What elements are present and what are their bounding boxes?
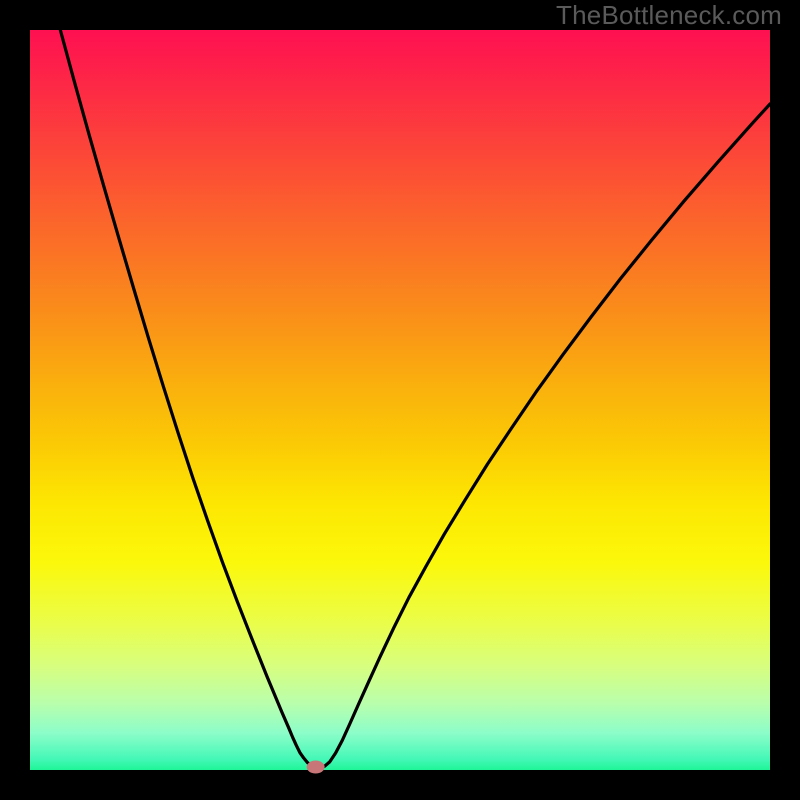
plot-area — [30, 30, 770, 770]
figure-container: { "watermark": { "text": "TheBottleneck.… — [0, 0, 800, 800]
bottleneck-chart — [0, 0, 800, 800]
watermark-text: TheBottleneck.com — [556, 0, 782, 31]
optimal-point-marker — [307, 761, 325, 774]
